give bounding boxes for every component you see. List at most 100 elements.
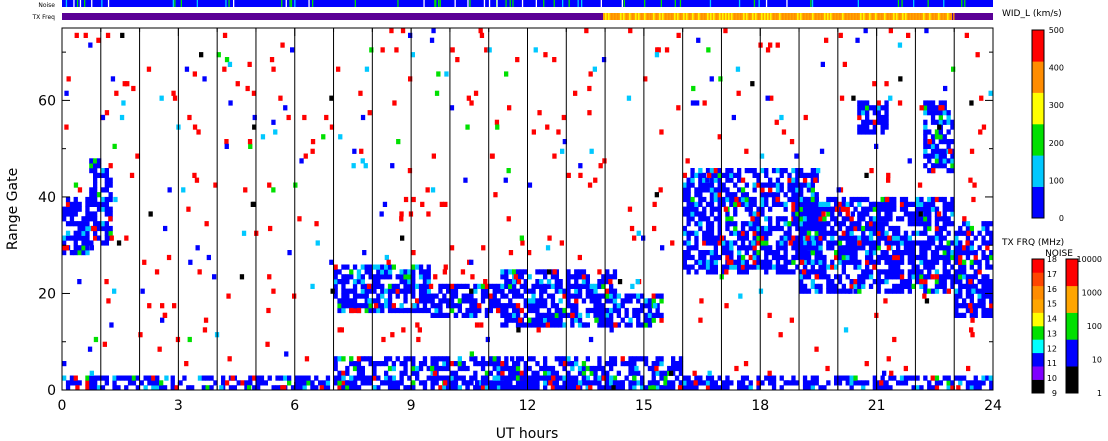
data-cell xyxy=(884,250,889,256)
data-cell xyxy=(469,351,474,357)
data-cell xyxy=(756,254,761,261)
data-cell xyxy=(651,293,656,299)
data-cell xyxy=(426,283,431,289)
data-cell xyxy=(159,380,164,386)
data-cell xyxy=(930,196,936,203)
data-cell xyxy=(850,211,855,217)
data-cell xyxy=(888,225,893,232)
data-cell xyxy=(837,288,843,294)
data-cell xyxy=(581,283,587,289)
data-cell xyxy=(605,322,610,328)
data-cell xyxy=(962,216,967,222)
data-cell xyxy=(461,293,466,299)
data-cell xyxy=(417,327,422,333)
data-cell xyxy=(868,221,874,227)
data-cell xyxy=(779,182,784,188)
data-cell xyxy=(752,211,757,217)
noise-mark xyxy=(786,0,788,7)
data-cell xyxy=(303,153,308,159)
data-cell xyxy=(655,370,660,376)
data-cell xyxy=(845,211,850,217)
txfreq-mark xyxy=(671,13,673,20)
data-cell xyxy=(705,259,711,265)
data-cell xyxy=(636,317,641,323)
data-cell xyxy=(96,172,102,178)
data-cell xyxy=(470,274,475,280)
data-cell xyxy=(403,293,408,299)
data-cell xyxy=(865,225,870,232)
noise-mark xyxy=(857,0,859,7)
txfreq-mark xyxy=(776,13,778,20)
data-cell xyxy=(694,259,699,265)
data-cell xyxy=(395,274,400,280)
data-cell xyxy=(484,380,490,386)
data-cell xyxy=(771,225,777,232)
data-cell xyxy=(612,356,618,362)
data-cell xyxy=(791,192,796,198)
data-cell xyxy=(558,356,563,362)
data-cell xyxy=(806,187,812,193)
data-cell xyxy=(958,279,963,285)
data-cell xyxy=(907,221,912,227)
data-cell xyxy=(96,235,102,241)
data-cell xyxy=(927,100,932,106)
txfreq-mark xyxy=(692,13,694,20)
data-cell xyxy=(148,211,153,217)
data-cell xyxy=(539,312,544,318)
data-cell xyxy=(725,172,730,178)
data-cell xyxy=(942,134,947,140)
data-cell xyxy=(651,370,656,376)
colorbar-txfreq-tick-label: 10 xyxy=(1047,374,1057,383)
data-cell xyxy=(962,283,967,289)
data-cell xyxy=(818,225,823,232)
data-cell xyxy=(981,380,986,386)
data-cell xyxy=(247,139,253,145)
data-cell xyxy=(382,201,388,207)
txfreq-mark xyxy=(749,13,751,20)
data-cell xyxy=(934,221,940,227)
data-cell xyxy=(224,380,230,386)
data-cell xyxy=(946,288,951,294)
colorbar-txfreq-tick-label: 9 xyxy=(1052,389,1057,398)
data-cell xyxy=(958,303,963,309)
data-cell xyxy=(351,163,356,169)
data-cell xyxy=(915,230,920,236)
data-cell xyxy=(930,153,936,159)
data-cell xyxy=(624,307,629,314)
data-cell xyxy=(259,380,265,386)
data-cell xyxy=(836,187,841,193)
data-cell xyxy=(981,279,986,285)
data-cell xyxy=(737,196,742,203)
data-cell xyxy=(627,206,633,212)
data-cell xyxy=(418,380,424,386)
data-cell xyxy=(695,100,700,106)
data-cell xyxy=(880,196,885,203)
data-cell xyxy=(558,361,563,367)
data-cell xyxy=(227,61,233,67)
data-cell xyxy=(958,230,963,236)
data-cell xyxy=(721,182,726,188)
data-cell xyxy=(818,288,823,294)
data-cell xyxy=(349,356,354,362)
data-cell xyxy=(624,298,629,304)
data-cell xyxy=(884,100,889,106)
txfreq-mark xyxy=(920,13,922,20)
data-cell xyxy=(104,177,109,183)
txfreq-mark xyxy=(854,13,856,20)
data-cell xyxy=(465,312,470,318)
data-cell xyxy=(543,312,548,318)
data-cell xyxy=(504,375,509,381)
data-cell xyxy=(799,168,804,174)
data-cell xyxy=(438,283,443,289)
data-cell xyxy=(768,177,773,183)
data-cell xyxy=(981,293,986,299)
data-cell xyxy=(723,28,728,34)
noise-mark xyxy=(438,0,440,7)
data-cell xyxy=(872,201,877,207)
data-cell xyxy=(888,254,893,261)
data-cell xyxy=(969,293,974,299)
data-cell xyxy=(449,293,455,299)
data-cell xyxy=(989,221,994,227)
data-cell xyxy=(407,274,412,280)
data-cell xyxy=(333,274,338,280)
